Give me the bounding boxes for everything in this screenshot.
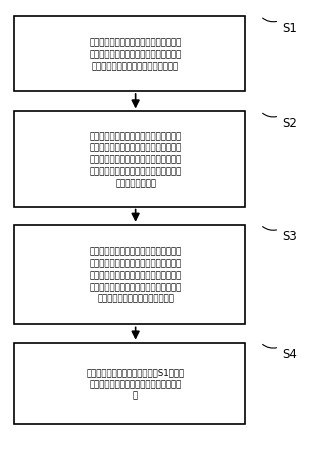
- Text: S3: S3: [282, 230, 297, 243]
- Text: S2: S2: [282, 116, 297, 130]
- Text: S4: S4: [282, 347, 297, 360]
- Text: 新的决策智能终端设备重复步骤S1，控制
其他非决策智能终端设备进入深度休眠状
态: 新的决策智能终端设备重复步骤S1，控制 其他非决策智能终端设备进入深度休眠状 态: [87, 367, 185, 400]
- Text: 决策智能终端设备的中央处理器根据获取
不同智能终端设备的电量大小进行比较，
并选择电量最大值的智能终端设备为新的
决策智能终端设备，同时将原决策智能终
端设备设: 决策智能终端设备的中央处理器根据获取 不同智能终端设备的电量大小进行比较， 并选…: [89, 247, 182, 303]
- FancyBboxPatch shape: [14, 225, 245, 325]
- Text: 智能终端设备的时钟管理器在经过一个休
眠状态唤醒周期时间后，通过中央处理器
自动唤醒时应的智能终端设备，决策智能
终端设备对应获取其他非决策智能终端设
备的电池: 智能终端设备的时钟管理器在经过一个休 眠状态唤醒周期时间后，通过中央处理器 自动…: [89, 131, 182, 188]
- Text: S1: S1: [282, 22, 297, 35]
- FancyBboxPatch shape: [14, 112, 245, 207]
- FancyBboxPatch shape: [14, 17, 245, 92]
- Text: 设定一个决策智能终端设备，并通过该决
策智能终端设备发出控制指令，要求其他
非决策智能终端设备进入深度休眠状态: 设定一个决策智能终端设备，并通过该决 策智能终端设备发出控制指令，要求其他 非决…: [89, 38, 182, 71]
- FancyBboxPatch shape: [14, 343, 245, 424]
